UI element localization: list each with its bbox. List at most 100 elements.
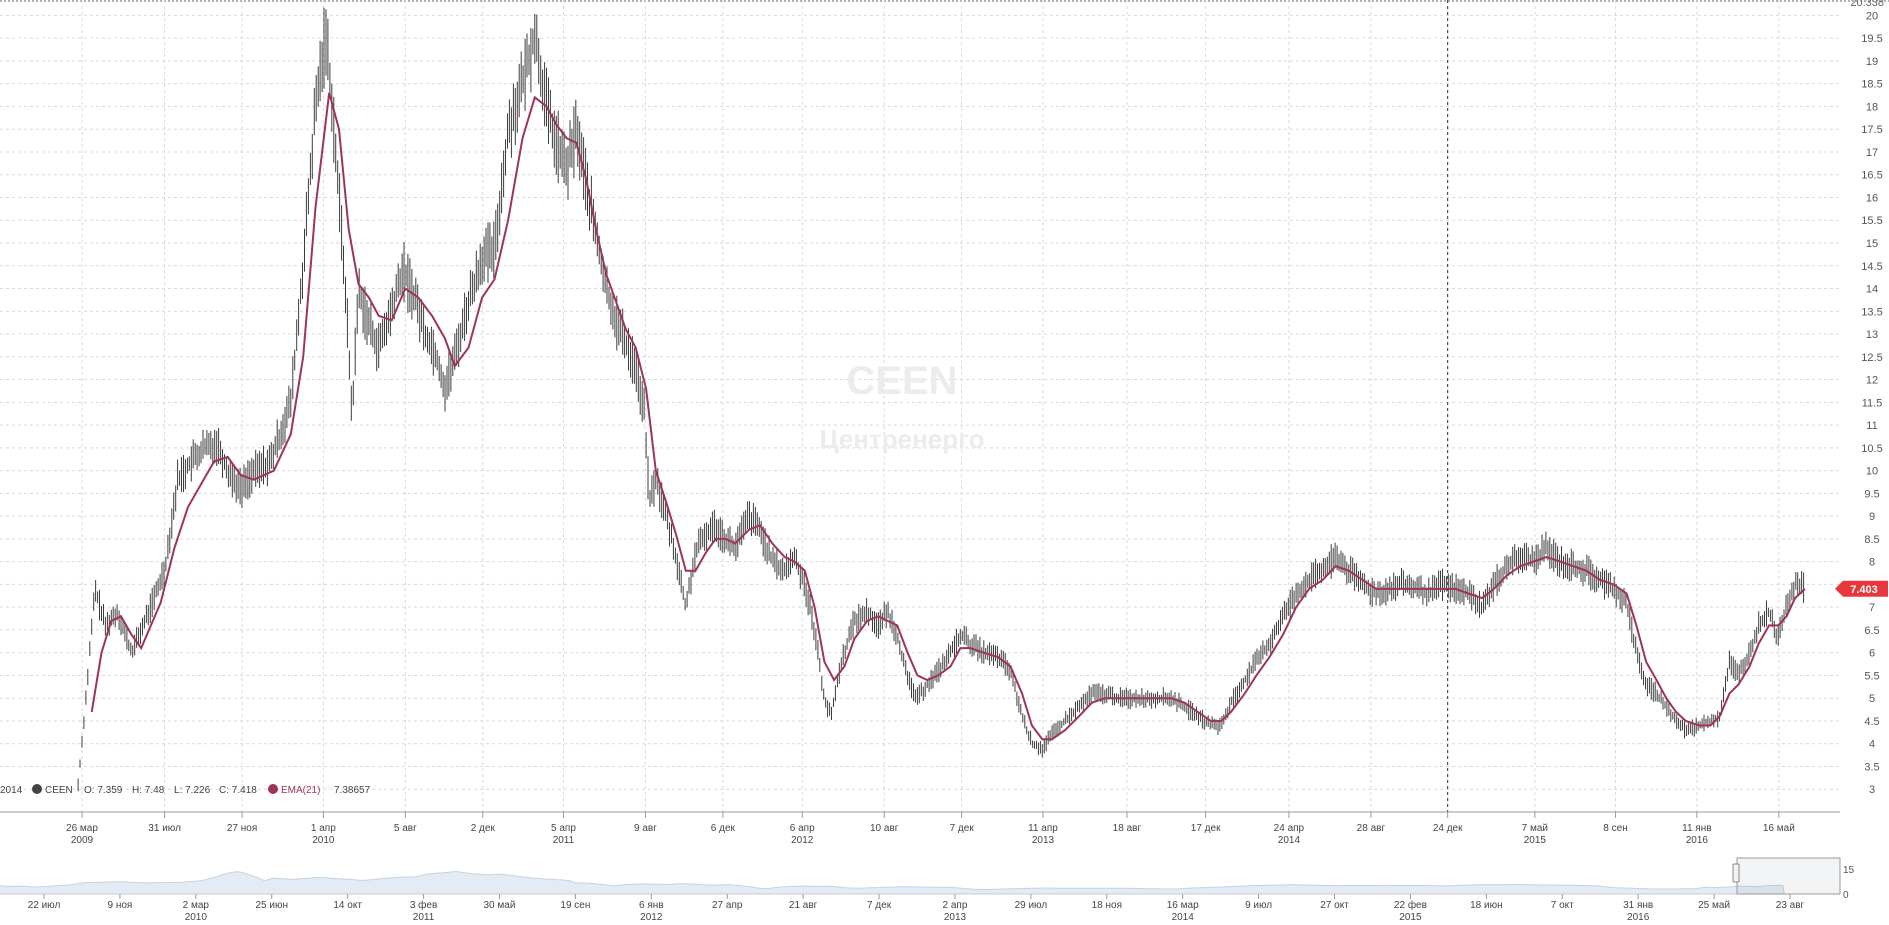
y-tick-label: 16.5: [1861, 170, 1882, 182]
legend-close-value: 7.418: [232, 785, 257, 796]
y-tick-label: 16: [1866, 192, 1878, 204]
legend-close-key: C: [219, 785, 226, 796]
navigator-x-label: 9 ноя: [107, 900, 132, 911]
y-tick-label: 10: [1866, 466, 1878, 478]
y-tick-label: 12: [1866, 375, 1878, 387]
x-tick-label: 5 апр: [551, 823, 576, 834]
navigator-x-label: 7 окт: [1551, 900, 1574, 911]
navigator-x-year: 2014: [1172, 912, 1195, 923]
y-tick-label: 6: [1869, 648, 1875, 660]
x-tick-label: 5 авг: [394, 823, 417, 834]
x-tick-label: 7 май: [1522, 823, 1548, 834]
navigator-x-label: 25 июн: [255, 900, 288, 911]
x-tick-label: 28 авг: [1357, 823, 1386, 834]
y-tick-label: 15.5: [1861, 215, 1882, 227]
legend-date: 2014: [0, 785, 23, 796]
navigator-x-label: 27 окт: [1320, 900, 1349, 911]
y-tick-label: 4.5: [1864, 716, 1879, 728]
navigator-x-label: 23 авг: [1776, 900, 1805, 911]
y-tick-label: 3: [1869, 784, 1875, 796]
navigator-x-year: 2015: [1399, 912, 1422, 923]
last-price-badge-shape: [1835, 580, 1888, 597]
x-tick-year: 2014: [1278, 835, 1301, 846]
navigator-x-label: 18 ноя: [1092, 900, 1122, 911]
x-tick-label: 9 авг: [634, 823, 657, 834]
navigator-y-0: 0: [1843, 890, 1849, 901]
x-tick-label: 16 май: [1763, 823, 1795, 834]
navigator-x-label: 29 июл: [1015, 900, 1048, 911]
y-tick-label: 15: [1866, 238, 1878, 250]
last-price-badge-value: 7.403: [1850, 584, 1878, 596]
y-tick-label: 13.5: [1861, 306, 1882, 318]
navigator-x-label: 30 май: [484, 900, 516, 911]
legend-ema-marker: [268, 784, 278, 794]
navigator-x-year: 2011: [413, 912, 435, 923]
legend-low: L: 7.226: [174, 785, 211, 796]
x-tick-year: 2016: [1686, 835, 1709, 846]
ema21-line: [90, 92, 1806, 741]
x-tick-label: 26 мар: [66, 823, 98, 834]
x-tick-year: 2011: [553, 835, 575, 846]
legend-ceen-marker: [32, 784, 42, 794]
legend-indicator-value: 7.38657: [334, 785, 371, 796]
legend-high-key: H: [132, 785, 139, 796]
legend-high: H: 7.48: [132, 785, 165, 796]
x-tick-label: 11 апр: [1028, 823, 1058, 834]
x-tick-label: 8 сен: [1603, 823, 1627, 834]
navigator-x-year: 2016: [1627, 912, 1650, 923]
x-tick-year: 2013: [1032, 835, 1055, 846]
y-tick-label: 3.5: [1864, 761, 1879, 773]
navigator-x-label: 31 янв: [1623, 900, 1653, 911]
legend-high-value: 7.48: [145, 785, 165, 796]
navigator-x-year: 2010: [185, 912, 208, 923]
last-price-badge: 7.403: [1835, 580, 1888, 597]
navigator-x-label: 22 фев: [1394, 899, 1427, 911]
navigator-x-label: 2 мар: [183, 900, 210, 911]
x-tick-label: 6 дек: [711, 823, 736, 834]
y-tick-label: 9: [1869, 511, 1875, 523]
navigator-x-label: 27 апр: [712, 900, 743, 911]
navigator-x-label: 2 апр: [943, 900, 968, 911]
y-tick-label: 12.5: [1861, 352, 1882, 364]
y-tick-label: 17.5: [1861, 124, 1882, 136]
y-tick-label: 20: [1866, 10, 1878, 22]
navigator-left-handle[interactable]: [1732, 863, 1740, 883]
y-tick-label: 11: [1866, 420, 1877, 432]
legend-open-key: O: [84, 785, 92, 796]
x-tick-label: 11 янв: [1682, 823, 1711, 834]
x-tick-year: 2009: [71, 835, 94, 846]
navigator-x-label: 19 сен: [560, 900, 590, 911]
y-tick-label: 11.5: [1862, 397, 1883, 409]
x-tick-label: 6 апр: [790, 823, 815, 834]
navigator-x-label: 9 июл: [1245, 900, 1272, 911]
legend-open: O: 7.359: [84, 785, 123, 796]
navigator-x-year: 2012: [640, 912, 663, 923]
navigator-x-label: 25 май: [1698, 900, 1730, 911]
x-tick-label: 10 авг: [870, 823, 899, 834]
y-tick-label: 5.5: [1864, 670, 1879, 682]
y-tick-label: 19: [1866, 56, 1878, 68]
y-tick-label: 14: [1866, 284, 1878, 296]
top-right-value: 20.338: [1850, 0, 1884, 9]
navigator-x-label: 6 янв: [639, 900, 664, 911]
navigator-x-label: 7 дек: [867, 900, 892, 911]
x-tick-label: 17 дек: [1191, 823, 1221, 834]
navigator-x-label: 14 окт: [333, 900, 362, 911]
legend-indicator-name: EMA(21): [281, 785, 320, 796]
watermark-company: Центренерго: [820, 424, 985, 454]
x-tick-year: 2015: [1524, 835, 1547, 846]
legend-low-key: L: [174, 785, 180, 796]
x-tick-label: 24 апр: [1274, 823, 1305, 834]
legend-low-value: 7.226: [185, 785, 210, 796]
navigator-x-year: 2013: [944, 912, 967, 923]
ceen-price-series: [77, 7, 1805, 792]
y-tick-label: 18.5: [1861, 79, 1882, 91]
navigator-selection-window[interactable]: [1736, 857, 1841, 895]
y-tick-label: 7: [1869, 602, 1875, 614]
legend-open-value: 7.359: [97, 785, 122, 796]
legend: 2014 CEEN O: 7.359 H: 7.48 L: 7.226 C: 7…: [0, 784, 371, 796]
